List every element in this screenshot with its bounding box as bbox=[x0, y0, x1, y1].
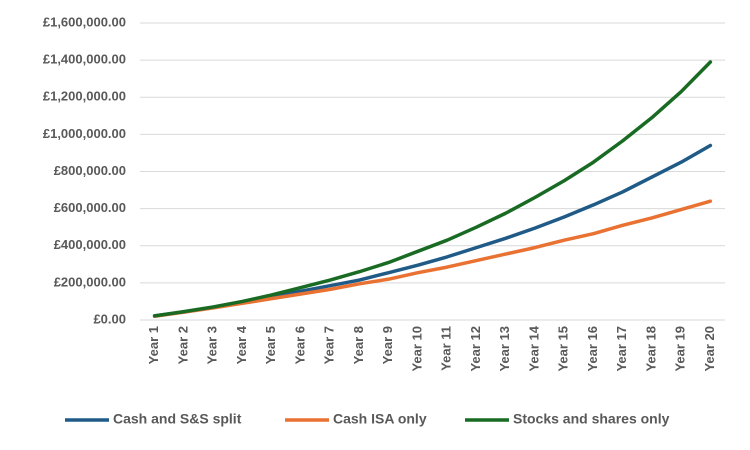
x-tick-label: Year 2 bbox=[175, 326, 190, 364]
y-tick-label: £200,000.00 bbox=[54, 274, 126, 289]
y-tick-label: £400,000.00 bbox=[54, 237, 126, 252]
x-tick-label: Year 18 bbox=[643, 326, 658, 372]
x-tick-label: Year 3 bbox=[205, 326, 220, 364]
x-tick-label: Year 11 bbox=[439, 326, 454, 371]
y-tick-label: £600,000.00 bbox=[54, 200, 126, 215]
x-tick-label: Year 13 bbox=[497, 326, 512, 372]
x-tick-label: Year 6 bbox=[292, 326, 307, 364]
series-line bbox=[152, 199, 713, 319]
y-tick-label: £1,200,000.00 bbox=[43, 89, 126, 104]
x-tick-label: Year 8 bbox=[351, 326, 366, 364]
x-tick-label: Year 10 bbox=[409, 326, 424, 372]
x-tick-label: Year 19 bbox=[673, 326, 688, 372]
x-tick-label: Year 15 bbox=[556, 326, 571, 372]
x-tick-label: Year 7 bbox=[322, 326, 337, 364]
x-tick-label: Year 17 bbox=[614, 326, 629, 372]
y-tick-label: £800,000.00 bbox=[54, 163, 126, 178]
x-tick-label: Year 5 bbox=[263, 326, 278, 364]
x-tick-label: Year 16 bbox=[585, 326, 600, 372]
y-tick-label: £1,400,000.00 bbox=[43, 52, 126, 67]
legend-label: Stocks and shares only bbox=[513, 411, 670, 427]
legend-label: Cash and S&S split bbox=[113, 411, 242, 427]
x-tick-label: Year 12 bbox=[468, 326, 483, 372]
y-tick-label: £1,000,000.00 bbox=[43, 126, 126, 141]
legend-label: Cash ISA only bbox=[333, 411, 427, 427]
x-tick-label: Year 9 bbox=[380, 326, 395, 364]
x-tick-label: Year 20 bbox=[702, 326, 717, 372]
series-line bbox=[152, 60, 713, 318]
y-tick-label: £1,600,000.00 bbox=[43, 14, 126, 29]
x-tick-label: Year 1 bbox=[146, 326, 161, 364]
x-tick-label: Year 14 bbox=[526, 325, 541, 371]
y-tick-label: £0.00 bbox=[93, 311, 126, 326]
x-tick-label: Year 4 bbox=[234, 325, 249, 364]
